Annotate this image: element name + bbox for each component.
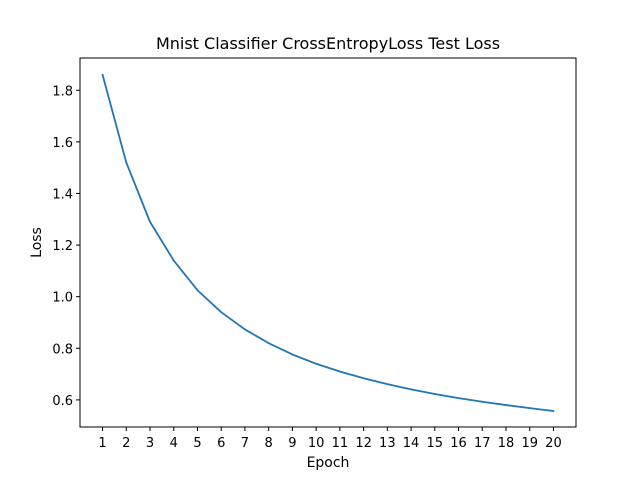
x-tick-label: 15 [427,436,444,451]
data-point [505,404,507,406]
data-point [125,161,128,164]
data-point [362,377,365,380]
x-tick-label: 1 [98,436,106,451]
data-point [220,311,223,314]
series-layer [101,73,555,412]
x-tick-label: 19 [521,436,538,451]
data-point [552,410,555,412]
x-tick-label: 10 [308,436,325,451]
x-tick-label: 13 [379,436,396,451]
data-point [315,362,318,365]
y-tick-label: 1.2 [52,239,73,254]
y-axis-label: Loss [29,227,45,258]
data-point [481,400,484,403]
x-tick-label: 8 [265,436,273,451]
x-tick-label: 14 [403,436,420,451]
data-point [528,407,531,410]
x-tick-label: 20 [545,436,562,451]
data-point [291,353,294,356]
x-tick-label: 11 [332,436,349,451]
plot-frame [79,57,577,428]
data-point [172,259,175,262]
data-point [386,383,389,386]
y-tick-label: 0.6 [52,394,73,409]
data-point [267,342,270,345]
data-point [433,393,436,395]
y-tick-label: 1.6 [52,136,73,151]
chart-title: Mnist Classifier CrossEntropyLoss Test L… [156,34,500,53]
x-axis-ticks: 1 2 3 4 5 6 7 8 9 10 11 12 13 14 15 16 17 18 19 20 [98,427,562,451]
y-tick-label: 1.0 [52,291,73,306]
x-tick-label: 4 [170,436,178,451]
data-point [457,397,460,399]
data-point [196,289,199,292]
data-point [244,328,246,331]
y-axis-ticks: 0.6 0.8 1.0 1.2 1.4 1.6 1.8 [52,84,80,409]
y-tick-label: 1.8 [52,84,73,99]
data-point [101,73,104,76]
x-tick-label: 12 [355,436,372,451]
x-tick-label: 16 [450,436,467,451]
loss-line [101,73,555,412]
x-tick-label: 9 [288,436,296,451]
data-point [338,370,341,373]
x-tick-label: 18 [498,436,515,451]
x-tick-label: 7 [241,436,249,451]
y-tick-label: 1.4 [52,187,73,202]
x-tick-label: 2 [122,436,130,451]
data-point [410,388,412,391]
y-tick-label: 0.8 [52,342,73,357]
x-tick-label: 3 [146,436,154,451]
data-point [149,220,151,223]
x-tick-label: 6 [217,436,225,451]
x-tick-label: 5 [193,436,201,451]
x-tick-label: 17 [474,436,491,451]
x-axis-label: Epoch [307,455,350,471]
